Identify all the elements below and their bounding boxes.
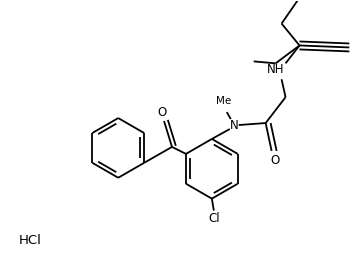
Text: O: O [158, 106, 167, 119]
Text: N: N [229, 119, 238, 132]
Text: Cl: Cl [208, 212, 220, 225]
Text: HCl: HCl [19, 234, 42, 247]
Text: Me: Me [216, 96, 231, 106]
Text: O: O [270, 154, 279, 167]
Text: NH: NH [267, 63, 284, 76]
